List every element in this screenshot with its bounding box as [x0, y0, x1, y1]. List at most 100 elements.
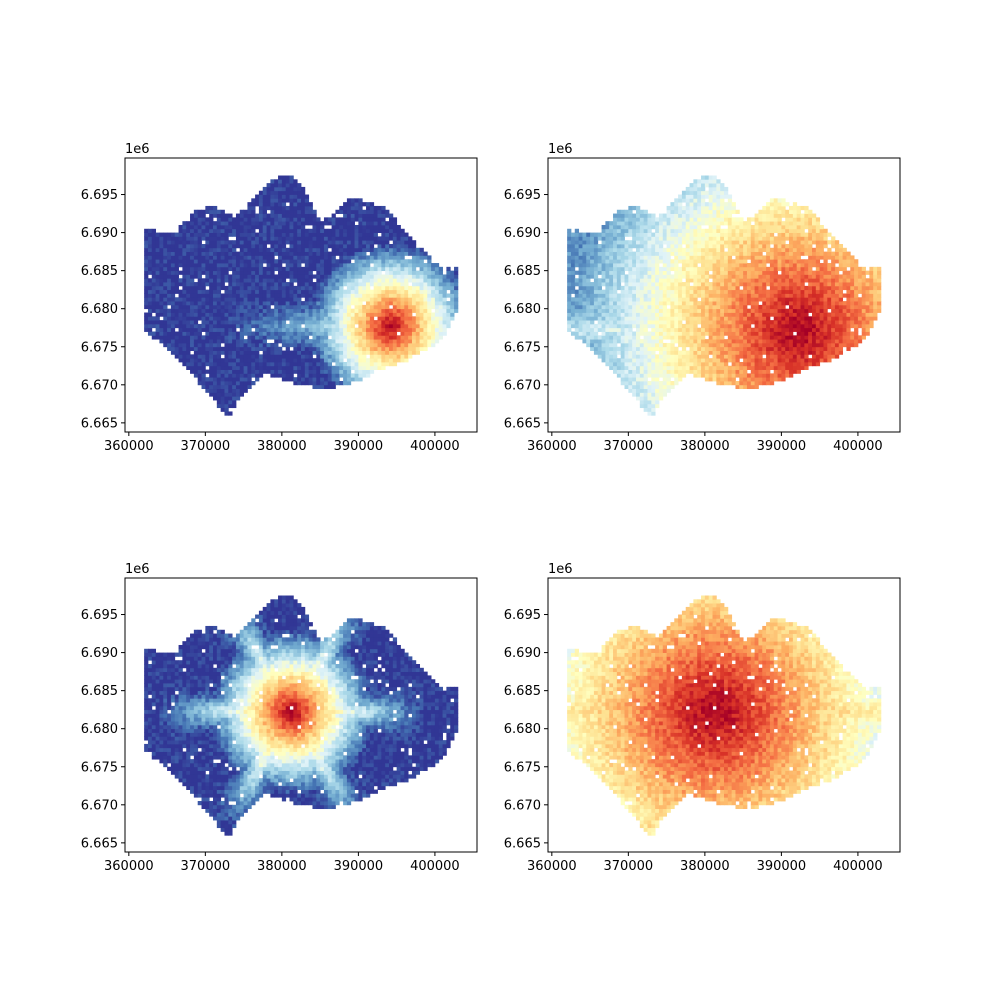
- heatmap-cell: [346, 289, 352, 294]
- heatmap-cell: [316, 244, 321, 249]
- heatmap-cell: [186, 365, 191, 370]
- heatmap-cell: [693, 350, 698, 355]
- heatmap-cell: [620, 270, 625, 275]
- heatmap-cell: [674, 331, 679, 336]
- heatmap-cell: [674, 320, 679, 325]
- heatmap-cell: [616, 236, 622, 241]
- heatmap-cell: [689, 308, 694, 313]
- heatmap-cell: [144, 232, 149, 237]
- heatmap-cell: [438, 266, 443, 272]
- heatmap-cell: [704, 221, 710, 226]
- heatmap-cell: [666, 323, 671, 329]
- heatmap-cell: [262, 304, 267, 310]
- heatmap-cell: [151, 316, 157, 321]
- heatmap-cell: [293, 259, 298, 264]
- heatmap-cell: [251, 331, 256, 336]
- heatmap-cell: [308, 381, 313, 386]
- heatmap-cell: [601, 251, 606, 256]
- heatmap-cell: [434, 274, 440, 279]
- heatmap-cell: [151, 301, 157, 306]
- heatmap-cell: [662, 361, 668, 367]
- heatmap-cell: [216, 236, 222, 241]
- heatmap-cell: [167, 331, 172, 336]
- heatmap-cell: [354, 354, 359, 359]
- heatmap-cell: [624, 384, 629, 390]
- heatmap-cell: [274, 278, 279, 283]
- heatmap-cell: [373, 282, 378, 287]
- heatmap-cell: [392, 301, 398, 306]
- heatmap-cell: [639, 361, 645, 367]
- heatmap-cell: [369, 297, 375, 302]
- heatmap-cell: [155, 312, 160, 317]
- heatmap-cell: [301, 266, 306, 272]
- heatmap-cell: [636, 274, 641, 279]
- heatmap-cell: [712, 369, 717, 374]
- heatmap-cell: [163, 282, 168, 287]
- heatmap-cell: [182, 335, 187, 340]
- heatmap-cell: [205, 251, 210, 256]
- heatmap-cell: [362, 339, 367, 344]
- heatmap-cell: [293, 217, 298, 222]
- heatmap-cell: [369, 350, 375, 355]
- heatmap-cell: [590, 282, 595, 287]
- heatmap-cell: [209, 365, 214, 370]
- heatmap-cell: [320, 289, 325, 294]
- heatmap-cell: [258, 274, 264, 279]
- heatmap-cell: [354, 320, 359, 325]
- heatmap-cell: [655, 392, 660, 397]
- heatmap-cell: [678, 221, 683, 226]
- heatmap-cell: [708, 186, 713, 192]
- heatmap-cell: [704, 282, 710, 287]
- heatmap-cell: [593, 240, 599, 245]
- heatmap-cell: [616, 274, 622, 279]
- heatmap-cell: [232, 331, 237, 336]
- heatmap-cell: [658, 358, 664, 363]
- heatmap-cell: [586, 320, 591, 325]
- heatmap-cell: [658, 240, 664, 245]
- heatmap-cell: [258, 236, 264, 241]
- heatmap-cell: [247, 377, 252, 382]
- heatmap-cell: [396, 312, 401, 317]
- heatmap-cell: [597, 316, 602, 321]
- heatmap-cell: [182, 255, 187, 260]
- heatmap-cell: [190, 278, 195, 283]
- heatmap-cell: [297, 342, 302, 348]
- heatmap-cell: [262, 217, 267, 222]
- heatmap-cell: [312, 377, 317, 382]
- heatmap-cell: [320, 236, 325, 241]
- heatmap-cell: [301, 270, 306, 275]
- heatmap-cell: [574, 301, 580, 306]
- heatmap-cell: [632, 369, 637, 374]
- heatmap-cell: [213, 259, 218, 264]
- heatmap-cell: [616, 228, 622, 233]
- heatmap-cell: [354, 335, 359, 340]
- heatmap-cell: [655, 335, 660, 340]
- heatmap-cell: [274, 346, 279, 351]
- heatmap-cell: [251, 282, 256, 287]
- heatmap-cell: [251, 293, 256, 298]
- heatmap-cell: [323, 217, 329, 222]
- heatmap-cell: [597, 259, 602, 264]
- heatmap-cell: [396, 251, 401, 256]
- heatmap-cell: [247, 346, 252, 351]
- heatmap-cell: [377, 301, 382, 306]
- heatmap-cell: [285, 323, 290, 329]
- heatmap-cell: [147, 327, 153, 332]
- heatmap-cell: [258, 209, 264, 214]
- heatmap-cell: [251, 342, 256, 348]
- heatmap-cell: [639, 323, 645, 329]
- heatmap-cell: [689, 354, 694, 359]
- heatmap-cell: [704, 217, 710, 222]
- heatmap-cell: [389, 331, 394, 336]
- heatmap-cell: [377, 244, 382, 249]
- heatmap-cell: [651, 320, 656, 325]
- heatmap-cell: [335, 221, 340, 226]
- heatmap-cell: [574, 251, 580, 256]
- heatmap-cell: [434, 282, 440, 287]
- heatmap-cell: [266, 274, 271, 279]
- heatmap-cell: [201, 247, 206, 253]
- heatmap-cell: [685, 274, 690, 279]
- heatmap-cell: [590, 255, 595, 260]
- heatmap-cell: [213, 301, 218, 306]
- heatmap-cell: [262, 255, 267, 260]
